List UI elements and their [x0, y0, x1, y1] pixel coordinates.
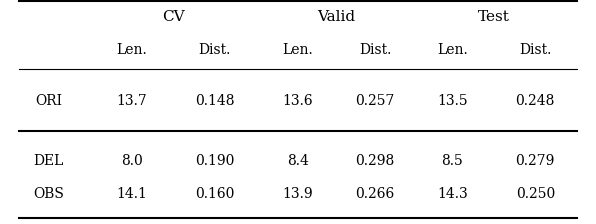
- Text: 13.5: 13.5: [437, 94, 467, 108]
- Text: 8.0: 8.0: [121, 154, 143, 168]
- Text: Len.: Len.: [117, 43, 147, 57]
- Text: 13.6: 13.6: [283, 94, 313, 108]
- Text: 0.190: 0.190: [195, 154, 235, 168]
- Text: Test: Test: [478, 10, 510, 24]
- Text: ORI: ORI: [35, 94, 63, 108]
- Text: 0.148: 0.148: [195, 94, 235, 108]
- Text: 0.257: 0.257: [355, 94, 395, 108]
- Text: 0.266: 0.266: [355, 187, 395, 201]
- Text: Dist.: Dist.: [198, 43, 231, 57]
- Text: 8.4: 8.4: [287, 154, 309, 168]
- Text: OBS: OBS: [33, 187, 64, 201]
- Text: 8.5: 8.5: [442, 154, 463, 168]
- Text: Dist.: Dist.: [519, 43, 551, 57]
- Text: CV: CV: [162, 10, 185, 24]
- Text: Dist.: Dist.: [359, 43, 392, 57]
- Text: 0.248: 0.248: [516, 94, 555, 108]
- Text: 14.1: 14.1: [116, 187, 147, 201]
- Text: 13.9: 13.9: [283, 187, 313, 201]
- Text: 14.3: 14.3: [437, 187, 468, 201]
- Text: Len.: Len.: [283, 43, 313, 57]
- Text: 0.279: 0.279: [516, 154, 555, 168]
- Text: Valid: Valid: [318, 10, 356, 24]
- Text: DEL: DEL: [33, 154, 64, 168]
- Text: 13.7: 13.7: [117, 94, 147, 108]
- Text: Len.: Len.: [437, 43, 468, 57]
- Text: 0.298: 0.298: [355, 154, 395, 168]
- Text: 0.160: 0.160: [195, 187, 235, 201]
- Text: 0.250: 0.250: [516, 187, 555, 201]
